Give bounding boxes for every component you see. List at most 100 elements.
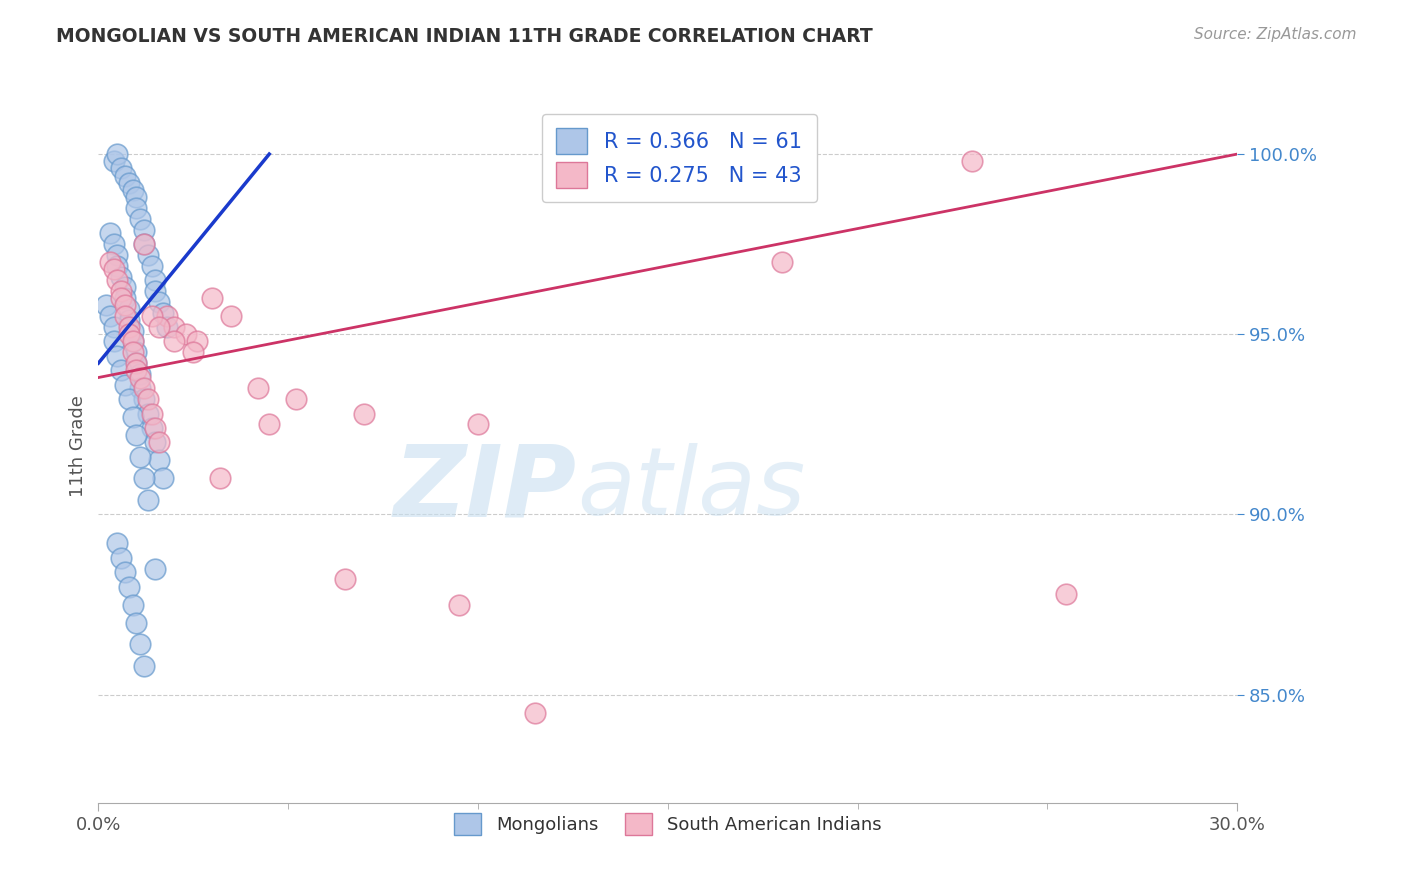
Point bbox=[132, 658, 155, 673]
Point bbox=[98, 310, 121, 324]
Point bbox=[103, 334, 125, 349]
Point bbox=[114, 565, 136, 579]
Point bbox=[186, 334, 208, 349]
Point bbox=[148, 453, 170, 467]
Point bbox=[125, 356, 148, 370]
Point bbox=[770, 255, 793, 269]
Point bbox=[118, 176, 141, 190]
Point bbox=[118, 580, 141, 594]
Point bbox=[335, 572, 357, 586]
Point bbox=[129, 211, 152, 226]
Point bbox=[156, 310, 179, 324]
Text: atlas: atlas bbox=[576, 443, 806, 534]
Point bbox=[129, 381, 152, 395]
Y-axis label: 11th Grade: 11th Grade bbox=[69, 395, 87, 497]
Point bbox=[110, 550, 132, 565]
Point bbox=[103, 237, 125, 252]
Point bbox=[94, 298, 117, 312]
Point bbox=[107, 349, 129, 363]
Point bbox=[107, 147, 129, 161]
Point bbox=[136, 392, 159, 406]
Point bbox=[129, 367, 152, 381]
Point bbox=[129, 450, 152, 464]
Point bbox=[107, 248, 129, 262]
Point bbox=[110, 161, 132, 176]
Point bbox=[125, 363, 148, 377]
Point bbox=[148, 320, 170, 334]
Text: ZIP: ZIP bbox=[394, 441, 576, 537]
Point bbox=[136, 248, 159, 262]
Point bbox=[110, 291, 132, 305]
Point bbox=[125, 428, 148, 442]
Point bbox=[141, 310, 163, 324]
Point bbox=[145, 435, 167, 450]
Point bbox=[619, 165, 641, 179]
Point bbox=[221, 310, 243, 324]
Point bbox=[121, 334, 143, 349]
Point bbox=[129, 370, 152, 384]
Point bbox=[467, 417, 489, 432]
Point bbox=[118, 313, 141, 327]
Point bbox=[201, 291, 224, 305]
Point bbox=[141, 407, 163, 421]
Point bbox=[121, 598, 143, 612]
Point bbox=[284, 392, 307, 406]
Point bbox=[121, 334, 143, 349]
Point bbox=[132, 392, 155, 406]
Point bbox=[107, 273, 129, 287]
Point bbox=[121, 410, 143, 425]
Point bbox=[960, 154, 983, 169]
Point bbox=[1054, 587, 1078, 601]
Point bbox=[141, 421, 163, 435]
Point bbox=[114, 280, 136, 294]
Point bbox=[107, 259, 129, 273]
Point bbox=[145, 421, 167, 435]
Point bbox=[148, 435, 170, 450]
Point bbox=[103, 262, 125, 277]
Point bbox=[163, 334, 186, 349]
Point bbox=[121, 345, 143, 359]
Point bbox=[129, 637, 152, 651]
Point bbox=[152, 471, 174, 485]
Point bbox=[246, 381, 269, 395]
Point bbox=[107, 536, 129, 550]
Point bbox=[152, 306, 174, 320]
Point bbox=[145, 284, 167, 298]
Point bbox=[259, 417, 281, 432]
Text: Source: ZipAtlas.com: Source: ZipAtlas.com bbox=[1194, 27, 1357, 42]
Point bbox=[103, 320, 125, 334]
Point bbox=[125, 345, 148, 359]
Point bbox=[132, 471, 155, 485]
Point bbox=[125, 190, 148, 204]
Point bbox=[174, 327, 197, 342]
Point bbox=[524, 706, 547, 720]
Point bbox=[110, 284, 132, 298]
Point bbox=[145, 273, 167, 287]
Point bbox=[145, 561, 167, 575]
Point bbox=[125, 356, 148, 370]
Point bbox=[141, 259, 163, 273]
Point bbox=[118, 392, 141, 406]
Point bbox=[136, 493, 159, 508]
Point bbox=[125, 615, 148, 630]
Point bbox=[148, 294, 170, 309]
Point bbox=[121, 324, 143, 338]
Legend: Mongolians, South American Indians: Mongolians, South American Indians bbox=[446, 804, 890, 844]
Point bbox=[110, 269, 132, 284]
Point bbox=[114, 377, 136, 392]
Point bbox=[132, 237, 155, 252]
Point bbox=[447, 598, 470, 612]
Point bbox=[114, 291, 136, 305]
Point bbox=[103, 154, 125, 169]
Point bbox=[353, 407, 375, 421]
Point bbox=[136, 407, 159, 421]
Point bbox=[118, 320, 141, 334]
Point bbox=[118, 301, 141, 316]
Point bbox=[114, 310, 136, 324]
Point bbox=[163, 320, 186, 334]
Point bbox=[132, 381, 155, 395]
Text: MONGOLIAN VS SOUTH AMERICAN INDIAN 11TH GRADE CORRELATION CHART: MONGOLIAN VS SOUTH AMERICAN INDIAN 11TH … bbox=[56, 27, 873, 45]
Point bbox=[114, 169, 136, 183]
Point bbox=[118, 327, 141, 342]
Point bbox=[98, 227, 121, 241]
